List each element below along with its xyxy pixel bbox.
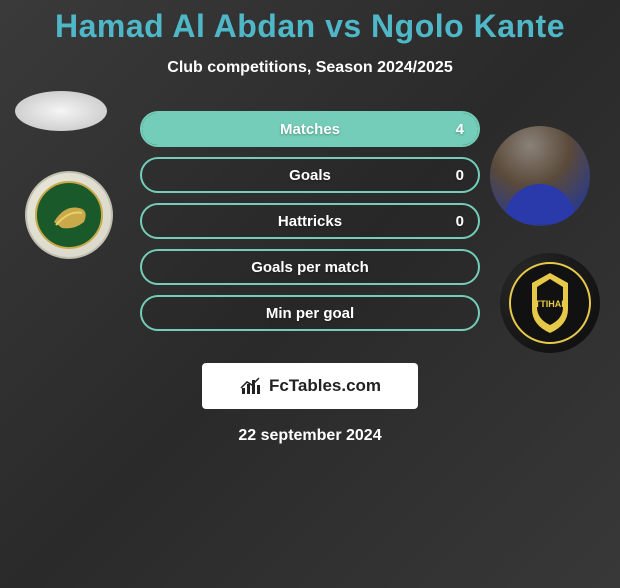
shield-icon [34, 180, 104, 250]
stat-row-label: Matches [280, 121, 340, 138]
club-badge-icon: ITTIHAD [508, 261, 592, 345]
stat-row: Matches 4 [140, 111, 480, 147]
comparison-area: ITTIHAD Matches 4 Goals 0 Hattricks 0 Goals pe… [0, 111, 620, 351]
stat-row: Goals per match [140, 249, 480, 285]
stat-row-label: Min per goal [266, 305, 354, 322]
stat-row-right-value: 4 [456, 121, 464, 138]
stat-row: Hattricks 0 [140, 203, 480, 239]
date-text: 22 september 2024 [0, 427, 620, 445]
page-title: Hamad Al Abdan vs Ngolo Kante [0, 8, 620, 45]
stat-row: Min per goal [140, 295, 480, 331]
right-club-badge: ITTIHAD [500, 253, 600, 353]
stat-row: Goals 0 [140, 157, 480, 193]
stat-row-label: Hattricks [278, 213, 342, 230]
stat-row-right-value: 0 [456, 167, 464, 184]
left-club-badge [25, 171, 113, 259]
svg-text:ITTIHAD: ITTIHAD [532, 299, 568, 309]
bar-chart-icon [239, 374, 263, 398]
right-player-photo [490, 126, 590, 226]
subtitle: Club competitions, Season 2024/2025 [0, 59, 620, 77]
stat-bars: Matches 4 Goals 0 Hattricks 0 Goals per match M… [140, 111, 480, 341]
root: Hamad Al Abdan vs Ngolo Kante Club compe… [0, 8, 620, 445]
brand-badge[interactable]: FcTables.com [202, 363, 418, 409]
brand-text: FcTables.com [269, 376, 381, 396]
stat-row-right-value: 0 [456, 213, 464, 230]
stat-row-label: Goals per match [251, 259, 369, 276]
left-player-photo [15, 91, 107, 131]
stat-row-label: Goals [289, 167, 331, 184]
